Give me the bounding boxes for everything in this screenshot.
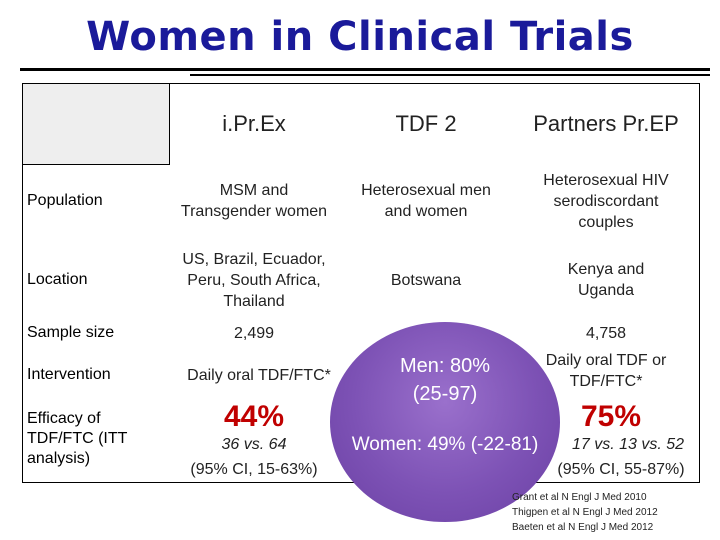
table-corner-cell	[23, 84, 170, 165]
citation-grant: Grant et al N Engl J Med 2010	[512, 492, 647, 503]
cell-sample-size-iprex: 2,499	[233, 324, 275, 342]
callout-women-result: Women: 49% (-22-81)	[351, 434, 539, 455]
row-label-location: Location	[27, 271, 88, 288]
cell-location-tdf2: Botswana	[390, 271, 462, 289]
column-header-iprex: i.Pr.Ex	[222, 111, 286, 136]
efficacy-partners-ci: (95% CI, 55-87%)	[557, 460, 685, 478]
citation-thigpen: Thigpen et al N Engl J Med 2012	[512, 507, 658, 518]
row-label-population: Population	[27, 192, 103, 209]
efficacy-iprex-ci: (95% CI, 15-63%)	[190, 460, 318, 478]
citations: Grant et al N Engl J Med 2010 Thigpen et…	[512, 490, 658, 535]
citation-baeten: Baeten et al N Engl J Med 2012	[512, 522, 654, 533]
efficacy-iprex-percent: 44%	[223, 400, 285, 433]
tdf2-efficacy-callout: Men: 80% (25-97) Women: 49% (-22-81)	[330, 322, 560, 522]
row-label-intervention: Intervention	[27, 366, 111, 383]
title-underline	[20, 68, 710, 71]
cell-intervention-partners: Daily oral TDF or TDF/FTC*	[545, 352, 667, 390]
callout-men-result: Men: 80% (25-97)	[399, 355, 491, 405]
cell-intervention-iprex: Daily oral TDF/FTC*	[187, 366, 331, 384]
cell-population-tdf2: Heterosexual men and women	[361, 182, 491, 220]
cell-sample-size-partners: 4,758	[585, 324, 627, 342]
efficacy-partners-percent: 75%	[580, 400, 642, 433]
column-header-tdf2: TDF 2	[395, 111, 457, 136]
efficacy-partners-detail: 17 vs. 13 vs. 52	[571, 436, 685, 453]
cell-location-iprex: US, Brazil, Ecuador, Peru, South Africa,…	[182, 250, 326, 310]
cell-population-partners: Heterosexual HIV serodiscordant couples	[543, 171, 669, 231]
slide-title: Women in Clinical Trials	[86, 14, 634, 60]
cell-location-partners: Kenya and Uganda	[567, 261, 645, 299]
cell-population-iprex: MSM and Transgender women	[180, 182, 328, 220]
row-label-sample-size: Sample size	[27, 324, 115, 341]
efficacy-iprex-detail: 36 vs. 64	[221, 436, 287, 453]
comparison-table: i.Pr.Ex TDF 2 Partners Pr.EP Population …	[22, 83, 700, 483]
row-label-efficacy: Efficacy of TDF/FTC (ITT analysis)	[27, 410, 128, 467]
title-underline-secondary	[190, 74, 710, 76]
column-header-partners-prep: Partners Pr.EP	[533, 111, 679, 136]
